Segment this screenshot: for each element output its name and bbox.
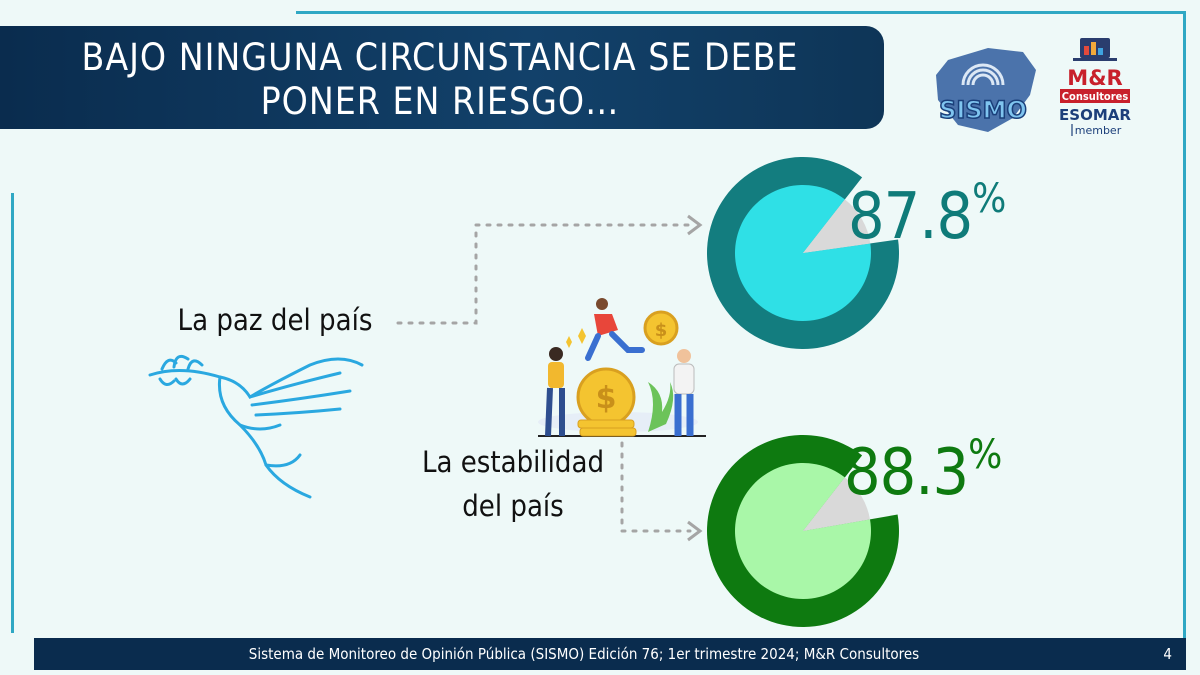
svg-text:member: member xyxy=(1075,124,1122,137)
stability-percentage: 88.3% xyxy=(844,432,1002,510)
mr-consultores-logo: M&R Consultores ESOMAR member xyxy=(1058,30,1132,140)
svg-text:$: $ xyxy=(655,320,668,341)
peace-value: 87.8 xyxy=(848,180,973,254)
stability-value: 88.3 xyxy=(844,436,969,510)
peace-pie-remainder xyxy=(803,199,871,253)
stability-label-text: La estabilidad del país xyxy=(421,445,605,523)
frame-left-line xyxy=(11,193,14,633)
stability-label: La estabilidad del país xyxy=(418,440,608,528)
peace-unit: % xyxy=(972,176,1006,222)
stability-unit: % xyxy=(968,432,1002,478)
stability-pie-remainder xyxy=(803,477,870,531)
peace-label: La paz del país xyxy=(177,303,373,337)
sismo-logo: SISMO xyxy=(936,48,1036,132)
people-coins-illustration: $ $ xyxy=(538,298,706,437)
footer-source: Sistema de Monitoreo de Opinión Pública … xyxy=(248,645,920,663)
page-number: 4 xyxy=(1163,645,1172,663)
peace-percentage: 87.8% xyxy=(848,176,1006,254)
dove-icon xyxy=(148,354,364,499)
footer-bar: Sistema de Monitoreo de Opinión Pública … xyxy=(34,638,1186,670)
svg-text:M&R: M&R xyxy=(1067,66,1122,90)
svg-text:Consultores: Consultores xyxy=(1062,90,1129,103)
page-title: BAJO NINGUNA CIRCUNSTANCIA SE DEBE PONER… xyxy=(81,36,799,123)
frame-top-line xyxy=(296,11,1186,14)
title-banner: BAJO NINGUNA CIRCUNSTANCIA SE DEBE PONER… xyxy=(0,26,884,129)
svg-text:SISMO: SISMO xyxy=(939,96,1027,124)
frame-right-line xyxy=(1183,11,1186,639)
svg-text:$: $ xyxy=(596,381,617,416)
svg-text:ESOMAR: ESOMAR xyxy=(1059,106,1131,124)
stability-pie-inner xyxy=(735,463,872,599)
